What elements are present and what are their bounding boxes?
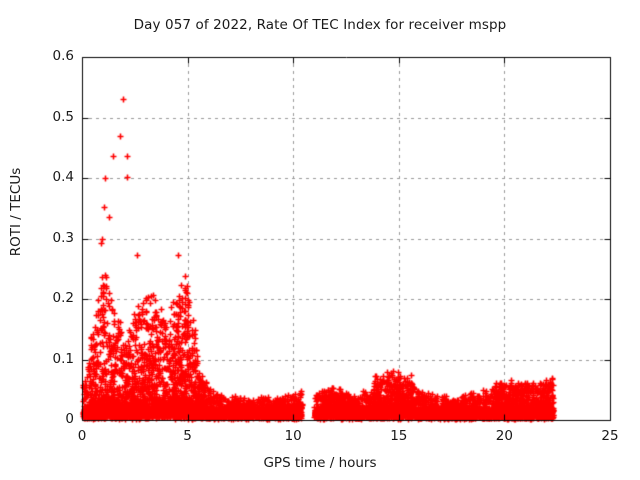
y-tick-label: 0.1 bbox=[52, 350, 74, 367]
y-tick-label: 0.6 bbox=[52, 48, 74, 64]
x-tick-label: 10 bbox=[284, 428, 302, 444]
x-tick-label: 5 bbox=[183, 428, 192, 444]
y-tick-label: 0.4 bbox=[52, 169, 74, 185]
y-tick-label: 0.3 bbox=[52, 229, 74, 246]
x-tick-label: 25 bbox=[601, 428, 619, 444]
y-tick-label: 0 bbox=[65, 411, 74, 427]
x-tick-label: 15 bbox=[390, 428, 408, 444]
y-tick-label: 0.5 bbox=[52, 108, 74, 125]
y-tick-label: 0.2 bbox=[52, 290, 74, 306]
x-tick-label: 0 bbox=[77, 428, 87, 444]
x-tick-label: 20 bbox=[495, 428, 513, 444]
